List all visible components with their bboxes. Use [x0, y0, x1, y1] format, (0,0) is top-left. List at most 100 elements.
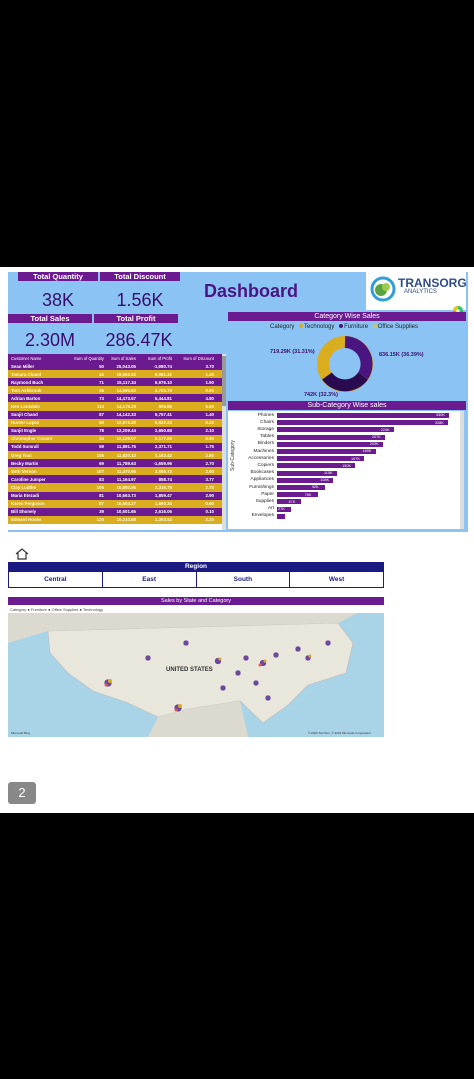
table-row[interactable]: Caroline Jumper 83 11,164.97 858.74 3.77	[8, 475, 226, 484]
table-cell: Sanjit Chand	[11, 412, 38, 418]
dashboard-title: Dashboard	[204, 281, 299, 301]
subcategory-data-label: 115K	[323, 470, 333, 475]
subcategory-data-label: 224K	[380, 427, 390, 432]
home-icon[interactable]	[15, 548, 29, 560]
table-cell: 12,873.30	[116, 420, 136, 426]
table-row[interactable]: Sean Miller 50 25,043.05 -1,980.74 3.70	[8, 362, 226, 371]
subcategory-tick-label: Furnishings	[249, 484, 274, 490]
subcategory-bar[interactable]	[277, 492, 318, 498]
table-cell: 42	[99, 371, 104, 377]
legend-title: Category	[270, 324, 295, 330]
table-row[interactable]: Becky Martin 69 11,789.63 -1,659.96 2.70	[8, 459, 226, 468]
region-south-button[interactable]: South	[196, 572, 291, 587]
legend-furniture[interactable]: Furniture	[339, 324, 368, 330]
table-cell: 14,473.57	[116, 395, 136, 401]
subcategory-bar[interactable]	[277, 506, 292, 512]
table-cell: Becky Martin	[11, 460, 39, 466]
subcategory-data-label: 328K	[434, 420, 444, 425]
subcategory-scrollbar[interactable]	[460, 411, 464, 529]
subcategory-bar[interactable]	[277, 463, 356, 469]
region-central-button[interactable]: Central	[9, 572, 103, 587]
table-cell: 806.85	[158, 404, 172, 410]
table-cell: 3.77	[205, 476, 214, 482]
table-cell: Sean Miller	[11, 363, 35, 369]
table-cell: 2.10	[205, 428, 214, 434]
legend-technology[interactable]: Technology	[299, 324, 334, 330]
subcategory-bar[interactable]	[277, 470, 337, 476]
table-row[interactable]: Clay Ludtke 106 10,880.55 2,316.78 2.70	[8, 483, 226, 492]
table-row[interactable]: Adrian Barton 73 14,473.57 5,444.81 4.80	[8, 394, 226, 403]
subcategory-data-label: 203K	[369, 442, 379, 447]
col-discount[interactable]: Sum of Discount	[183, 355, 214, 361]
table-cell: 2,177.05	[154, 436, 172, 442]
table-row[interactable]: Edward Hooks 126 10,310.88 1,393.52 2.20	[8, 515, 226, 524]
col-profit[interactable]: Sum of Profit	[147, 355, 172, 361]
col-quantity[interactable]: Sum of Quantity	[73, 355, 104, 361]
table-row[interactable]: Greg Tran 106 11,820.12 2,163.42 2.80	[8, 451, 226, 460]
page-number-badge[interactable]: 2	[8, 782, 36, 804]
table-cell: 2.60	[205, 468, 214, 474]
table-cell: 5.60	[205, 404, 214, 410]
table-row[interactable]: Hunter Lopez 50 12,873.30 5,622.43 0.20	[8, 418, 226, 427]
subcategory-tick-label: Envelopes	[251, 513, 274, 519]
logo-sub: ANALYTICS	[404, 289, 437, 295]
total-profit-label: Total Profit	[94, 314, 178, 323]
table-row[interactable]: Maria Etezadi 81 10,663.73 1,859.47 2.90	[8, 491, 226, 500]
legend-office-supplies[interactable]: Office Supplies	[372, 324, 418, 330]
table-row[interactable]: Sanjit Chand 87 14,142.33 5,757.41 1.40	[8, 410, 226, 419]
subcategory-data-label: 150K	[342, 463, 352, 468]
table-row[interactable]: Raymond Buch 71 15,117.34 6,976.10 1.90	[8, 378, 226, 387]
table-row[interactable]: Sanjit Engle 78 12,209.44 2,650.68 2.10	[8, 426, 226, 435]
subcategory-bar[interactable]	[277, 477, 334, 483]
map-title: Sales by State and Category	[8, 597, 384, 605]
table-row[interactable]: Seth Vernon 107 11,470.95 3,095.72 2.60	[8, 467, 226, 476]
table-row[interactable]: Bill Shonely 39 10,501.65 2,616.06 0.10	[8, 507, 226, 516]
table-cell: 113	[96, 404, 104, 410]
table-row[interactable]: Todd Sumrall 59 11,891.75 2,371.71 1.75	[8, 442, 226, 452]
col-customer[interactable]: Customer Name	[11, 355, 42, 361]
subcategory-bar[interactable]	[277, 513, 286, 519]
country-label: UNITED STATES	[166, 667, 213, 673]
subcategory-bar[interactable]	[277, 427, 394, 433]
subcategory-bar[interactable]	[277, 456, 365, 462]
table-row[interactable]: Christopher Conant 34 12,129.07 2,177.05 0.9…	[8, 434, 226, 443]
subcategory-tick-label: Appliances	[250, 477, 274, 483]
donut-label-left: 719.29K (31.31%)	[270, 349, 315, 355]
sales-map[interactable]: UNITED STATES	[8, 613, 384, 737]
table-cell: Edward Hooks	[11, 517, 42, 523]
table-row[interactable]: Tamara Chand 42 19,052.22 8,981.32 1.40	[8, 370, 226, 379]
subcategory-bar[interactable]	[277, 485, 325, 490]
table-scroll-thumb[interactable]	[222, 356, 226, 406]
table-cell: 0.20	[205, 420, 214, 426]
subcategory-data-label: 167K	[351, 456, 360, 461]
subcategory-bar[interactable]	[277, 441, 383, 447]
subcategory-bar[interactable]	[277, 449, 376, 454]
table-cell: 10,310.88	[116, 517, 136, 523]
table-row[interactable]: Tom Ashbrook 36 14,595.62 4,703.79 0.50	[8, 386, 226, 395]
subcategory-bar[interactable]	[277, 499, 302, 505]
region-east-button[interactable]: East	[102, 572, 197, 587]
table-row[interactable]: Karen Ferguson 87 10,604.27 1,660.34 0.60	[8, 499, 226, 508]
subcategory-data-label: 207K	[371, 434, 381, 439]
region-west-button[interactable]: West	[290, 572, 383, 587]
table-cell: 3,095.72	[154, 468, 172, 474]
total-profit-value: 286.47K	[105, 330, 173, 350]
region-slide: Region Central East South West Sales by …	[0, 538, 474, 813]
table-cell: 2.70	[205, 484, 214, 490]
category-chart-title: Category Wise Sales	[228, 312, 466, 321]
table-cell: 3.70	[205, 363, 214, 369]
table-cell: 81	[99, 493, 104, 499]
table-cell: 83	[99, 476, 104, 482]
table-scrollbar[interactable]	[222, 354, 226, 530]
table-cell: 2.80	[205, 452, 214, 458]
slice-office-supplies[interactable]	[322, 372, 368, 392]
subcategory-bar[interactable]	[277, 434, 385, 440]
region-slicer: Central East South West	[8, 571, 384, 588]
slice-furniture[interactable]	[344, 336, 373, 380]
subcategory-bar[interactable]	[277, 413, 449, 418]
subcategory-bar[interactable]	[277, 420, 448, 426]
col-sales[interactable]: Sum of Sales	[111, 355, 136, 361]
table-cell: 6,976.10	[154, 379, 172, 385]
table-cell: Tamara Chand	[11, 371, 42, 377]
table-row[interactable]: Ken Lonsdale 113 14,175.23 806.85 5.60	[8, 402, 226, 411]
